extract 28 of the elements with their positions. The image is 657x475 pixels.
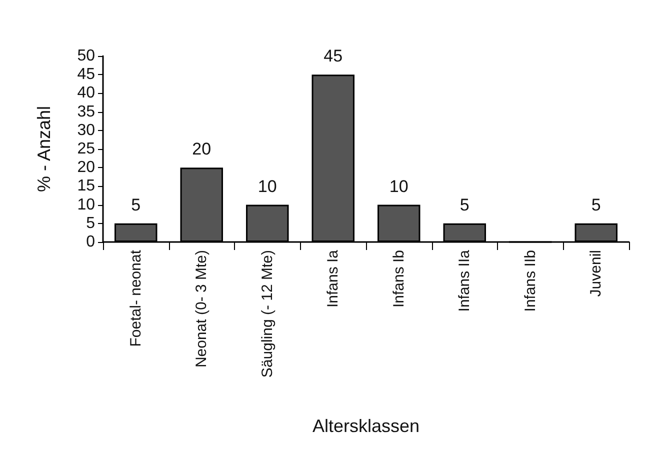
x-tick-label: Infans Ib [390,250,408,308]
data-label: 10 [258,176,277,196]
x-tick-label: Infans IIb [522,250,539,312]
y-tick-label: 45 [77,66,96,84]
y-tick-label: 5 [86,214,96,232]
x-tick-label: Neonat (0- 3 Mte) [193,250,210,368]
y-tick-label: 25 [77,140,96,158]
x-tick-label: Foetal- neonat [127,249,144,347]
x-tick-label: Infans IIa [456,249,474,312]
y-tick-label: 50 [77,48,96,64]
y-tick-label: 15 [77,178,96,195]
y-tick-label: 40 [77,84,96,102]
y-tick-label: 10 [77,196,96,214]
y-tick-label: 30 [77,122,96,139]
data-label: 45 [324,46,343,66]
y-tick-label: 0 [86,234,96,250]
y-tick-label: 20 [77,159,96,176]
data-label: 20 [192,140,212,159]
data-label: 5 [460,195,470,214]
data-label: 5 [131,195,141,214]
x-tick-label: Juvenil [588,250,605,297]
x-axis-title: Altersklassen [312,416,420,436]
data-label: 10 [389,176,408,196]
y-axis-title: % - Anzahl [34,106,54,192]
x-tick-label: Infans Ia [324,249,342,308]
x-tick-label: Säugling (- 12 Mte) [258,250,276,378]
y-tick-label: 35 [77,103,96,120]
data-label: 5 [591,195,601,214]
